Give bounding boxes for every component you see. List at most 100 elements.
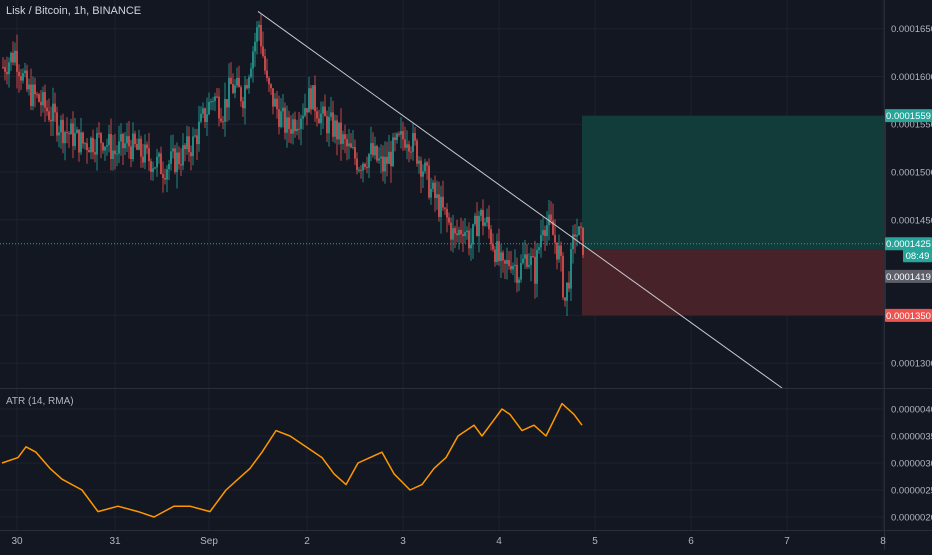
trendline[interactable]	[257, 11, 783, 389]
candle-body	[98, 133, 100, 135]
candle-body	[144, 144, 146, 163]
candle-countdown-label-bg	[903, 249, 932, 263]
candle-body	[296, 128, 298, 132]
candle-body	[262, 46, 264, 57]
candle-body	[292, 119, 294, 134]
candle-body	[246, 85, 248, 89]
candle-body	[248, 77, 250, 89]
candle-body	[268, 77, 270, 85]
candle-body	[304, 108, 306, 116]
candle-body	[552, 220, 554, 236]
candle-body	[310, 88, 312, 110]
candle-body	[154, 167, 156, 169]
candle-body	[200, 113, 202, 122]
candle-body	[462, 234, 464, 237]
candle-body	[254, 41, 256, 52]
time-tick-label: 30	[11, 536, 23, 547]
candle-body	[534, 256, 536, 284]
take-profit-zone[interactable]	[582, 115, 886, 250]
time-tick-label: Sep	[200, 536, 218, 547]
candle-body	[276, 98, 278, 110]
candle-body	[2, 66, 4, 68]
stop-loss-zone[interactable]	[582, 249, 886, 316]
candle-body	[382, 156, 384, 172]
candle-body	[298, 128, 300, 130]
candle-body	[20, 76, 22, 81]
price-tick-label: 0.0001300	[891, 359, 932, 370]
candle-body	[166, 169, 168, 180]
candle-body	[208, 101, 210, 115]
candle-body	[16, 50, 18, 72]
candle-body	[372, 143, 374, 156]
candle-body	[474, 215, 476, 225]
candle-body	[112, 150, 114, 160]
candle-body	[14, 50, 16, 63]
atr-tick-label: 0.0000030	[891, 459, 932, 470]
candle-body	[138, 138, 140, 150]
candle-body	[366, 166, 368, 168]
candle-body	[526, 254, 528, 267]
candle-body	[172, 148, 174, 152]
candle-body	[286, 117, 288, 133]
candle-body	[394, 137, 396, 140]
candle-body	[66, 132, 68, 134]
candle-body	[122, 134, 124, 149]
candle-body	[308, 88, 310, 113]
candle-body	[468, 230, 470, 249]
candle-body	[278, 109, 280, 127]
candle-body	[176, 152, 178, 172]
candle-body	[430, 188, 432, 198]
candle-body	[42, 92, 44, 106]
candle-body	[18, 71, 20, 77]
candle-body	[362, 163, 364, 171]
candle-body	[250, 68, 252, 78]
candle-body	[10, 52, 12, 63]
candle-body	[484, 222, 486, 226]
candle-body	[270, 84, 272, 89]
candle-body	[336, 120, 338, 140]
candle-body	[28, 84, 30, 90]
candle-body	[364, 163, 366, 167]
candle-body	[204, 108, 206, 123]
price-tick-label: 0.0001600	[891, 72, 932, 83]
candle-body	[80, 132, 82, 153]
candle-body	[120, 134, 122, 142]
candle-body	[118, 141, 120, 154]
candle-body	[6, 71, 8, 75]
candle-body	[538, 247, 540, 250]
last-price-label-bg	[885, 237, 932, 251]
candle-body	[58, 132, 60, 136]
trendline-layer[interactable]	[257, 11, 783, 389]
candle-body	[264, 56, 266, 71]
candle-body	[226, 99, 228, 108]
candle-body	[294, 119, 296, 132]
candle-body	[410, 151, 412, 153]
candle-body	[220, 118, 222, 122]
candle-body	[168, 163, 170, 170]
candle-body	[486, 216, 488, 223]
candle-body	[546, 225, 548, 237]
candle-body	[388, 151, 390, 164]
candle-body	[346, 139, 348, 147]
candle-body	[26, 70, 28, 90]
position-zones	[0, 115, 886, 316]
candle-body	[424, 162, 426, 172]
candle-body	[214, 96, 216, 102]
candle-body	[300, 118, 302, 129]
candle-body	[190, 152, 192, 157]
candle-body	[216, 96, 218, 98]
candle-body	[266, 70, 268, 78]
atr-tick-label: 0.0000025	[891, 486, 932, 497]
candle-body	[352, 147, 354, 149]
candle-body	[222, 121, 224, 123]
candle-body	[414, 133, 416, 141]
candle-body	[392, 137, 394, 167]
candle-body	[64, 132, 66, 144]
candle-body	[570, 249, 572, 289]
candle-body	[130, 146, 132, 160]
candle-body	[360, 169, 362, 171]
candle-body	[400, 131, 402, 135]
candle-body	[178, 152, 180, 165]
